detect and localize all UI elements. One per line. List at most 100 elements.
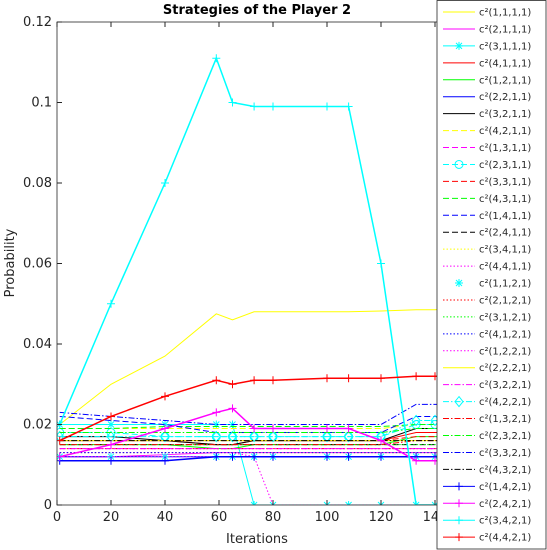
legend-label: c²(3,4,1,1) [479,245,531,256]
y-tick-label: 0.08 [23,176,52,191]
legend-label: c²(1,4,1,1) [479,211,531,222]
legend-marker [455,279,463,288]
marker [160,430,170,443]
x-tick-label: 40 [157,510,174,525]
marker [107,412,115,421]
legend-label: c²(4,3,1,1) [479,194,531,205]
marker [250,452,259,461]
marker [227,430,238,443]
marker [161,456,169,465]
x-axis-label: Iterations [226,532,288,547]
marker [249,430,259,443]
plot-area [57,54,462,505]
legend-label: c²(3,1,2,1) [479,312,531,323]
marker [377,436,385,445]
legend-label: c²(4,1,2,1) [479,329,531,340]
legend-marker [455,482,463,491]
y-axis-label: Probability [3,228,18,297]
legend-label: c²(3,1,1,1) [479,41,531,52]
legend-label: c²(2,3,2,1) [479,431,531,442]
legend-label: c²(2,2,2,1) [479,363,531,374]
legend-label: c²(4,1,1,1) [479,58,531,69]
marker [212,408,221,417]
x-tick-label: 0 [53,510,61,525]
legend-label: c²(1,2,2,1) [479,346,531,357]
series-line [59,419,462,438]
legend-marker [455,516,463,525]
marker [228,380,237,389]
marker [344,452,353,461]
marker [212,452,221,461]
marker [250,376,259,385]
marker [344,102,353,111]
marker [269,376,277,385]
marker [212,420,221,429]
marker [107,299,115,308]
marker [250,424,259,433]
legend-label: c²(3,3,1,1) [479,177,531,188]
legend-box [436,0,547,550]
marker [412,456,421,465]
y-tick-label: 0.04 [23,337,52,352]
marker [161,420,169,429]
chart-title: Strategies of the Player 2 [163,3,351,18]
marker [228,404,237,413]
legend-marker [454,159,464,169]
marker [323,452,331,461]
marker [344,374,353,383]
legend-label: c²(1,1,1,1) [479,8,531,19]
y-tick-label: 0.02 [23,418,52,433]
legend-marker [455,499,463,508]
marker [411,414,421,427]
legend-marker [455,533,463,542]
legend-label: c²(3,3,2,1) [479,448,531,459]
marker [344,424,353,433]
legend-label: c²(2,3,1,1) [479,160,531,171]
marker [228,98,237,107]
marker [161,179,169,187]
legend-label: c²(2,1,2,1) [479,295,531,306]
legend-label: c²(2,4,1,1) [479,228,531,239]
legend: c²(1,1,1,1) c²(2,1,1,1) c²(3,1,1,1) c²(4,1,… [436,0,547,550]
marker [412,501,421,505]
marker [323,102,331,111]
marker [412,372,421,381]
marker [323,374,331,383]
series-line [59,436,462,442]
legend-label: c²(1,1,2,1) [479,279,531,290]
marker [228,452,237,461]
legend-label: c²(4,4,1,1) [479,262,531,273]
legend-label: c²(1,2,1,1) [479,75,531,86]
marker [377,259,385,268]
series-line [59,428,462,434]
legend-label: c²(2,2,1,1) [479,92,531,103]
legend-label: c²(3,2,1,1) [479,109,531,120]
marker [212,54,221,63]
marker [211,430,221,443]
marker [377,452,385,461]
series-line [59,424,462,430]
marker [107,440,115,449]
legend-label: c²(2,4,2,1) [479,499,531,510]
series-line [59,415,462,434]
x-tick-label: 120 [369,510,394,525]
marker [322,430,332,443]
legend-label: c²(3,2,2,1) [479,380,531,391]
legend-label: c²(4,3,2,1) [479,465,531,476]
marker [250,102,259,111]
legend-label: c²(4,2,1,1) [479,126,531,137]
marker [323,424,331,433]
marker [377,374,385,383]
y-tick-label: 0.06 [23,257,52,272]
x-tick-label: 60 [211,510,228,525]
legend-label: c²(1,3,2,1) [479,414,531,425]
marker [107,452,115,461]
legend-label: c²(1,4,2,1) [479,482,531,493]
marker [343,430,354,443]
marker [269,424,277,433]
x-tick-label: 100 [315,510,340,525]
marker [212,376,221,385]
marker [269,102,277,111]
y-tick-label: 0.1 [31,96,52,111]
